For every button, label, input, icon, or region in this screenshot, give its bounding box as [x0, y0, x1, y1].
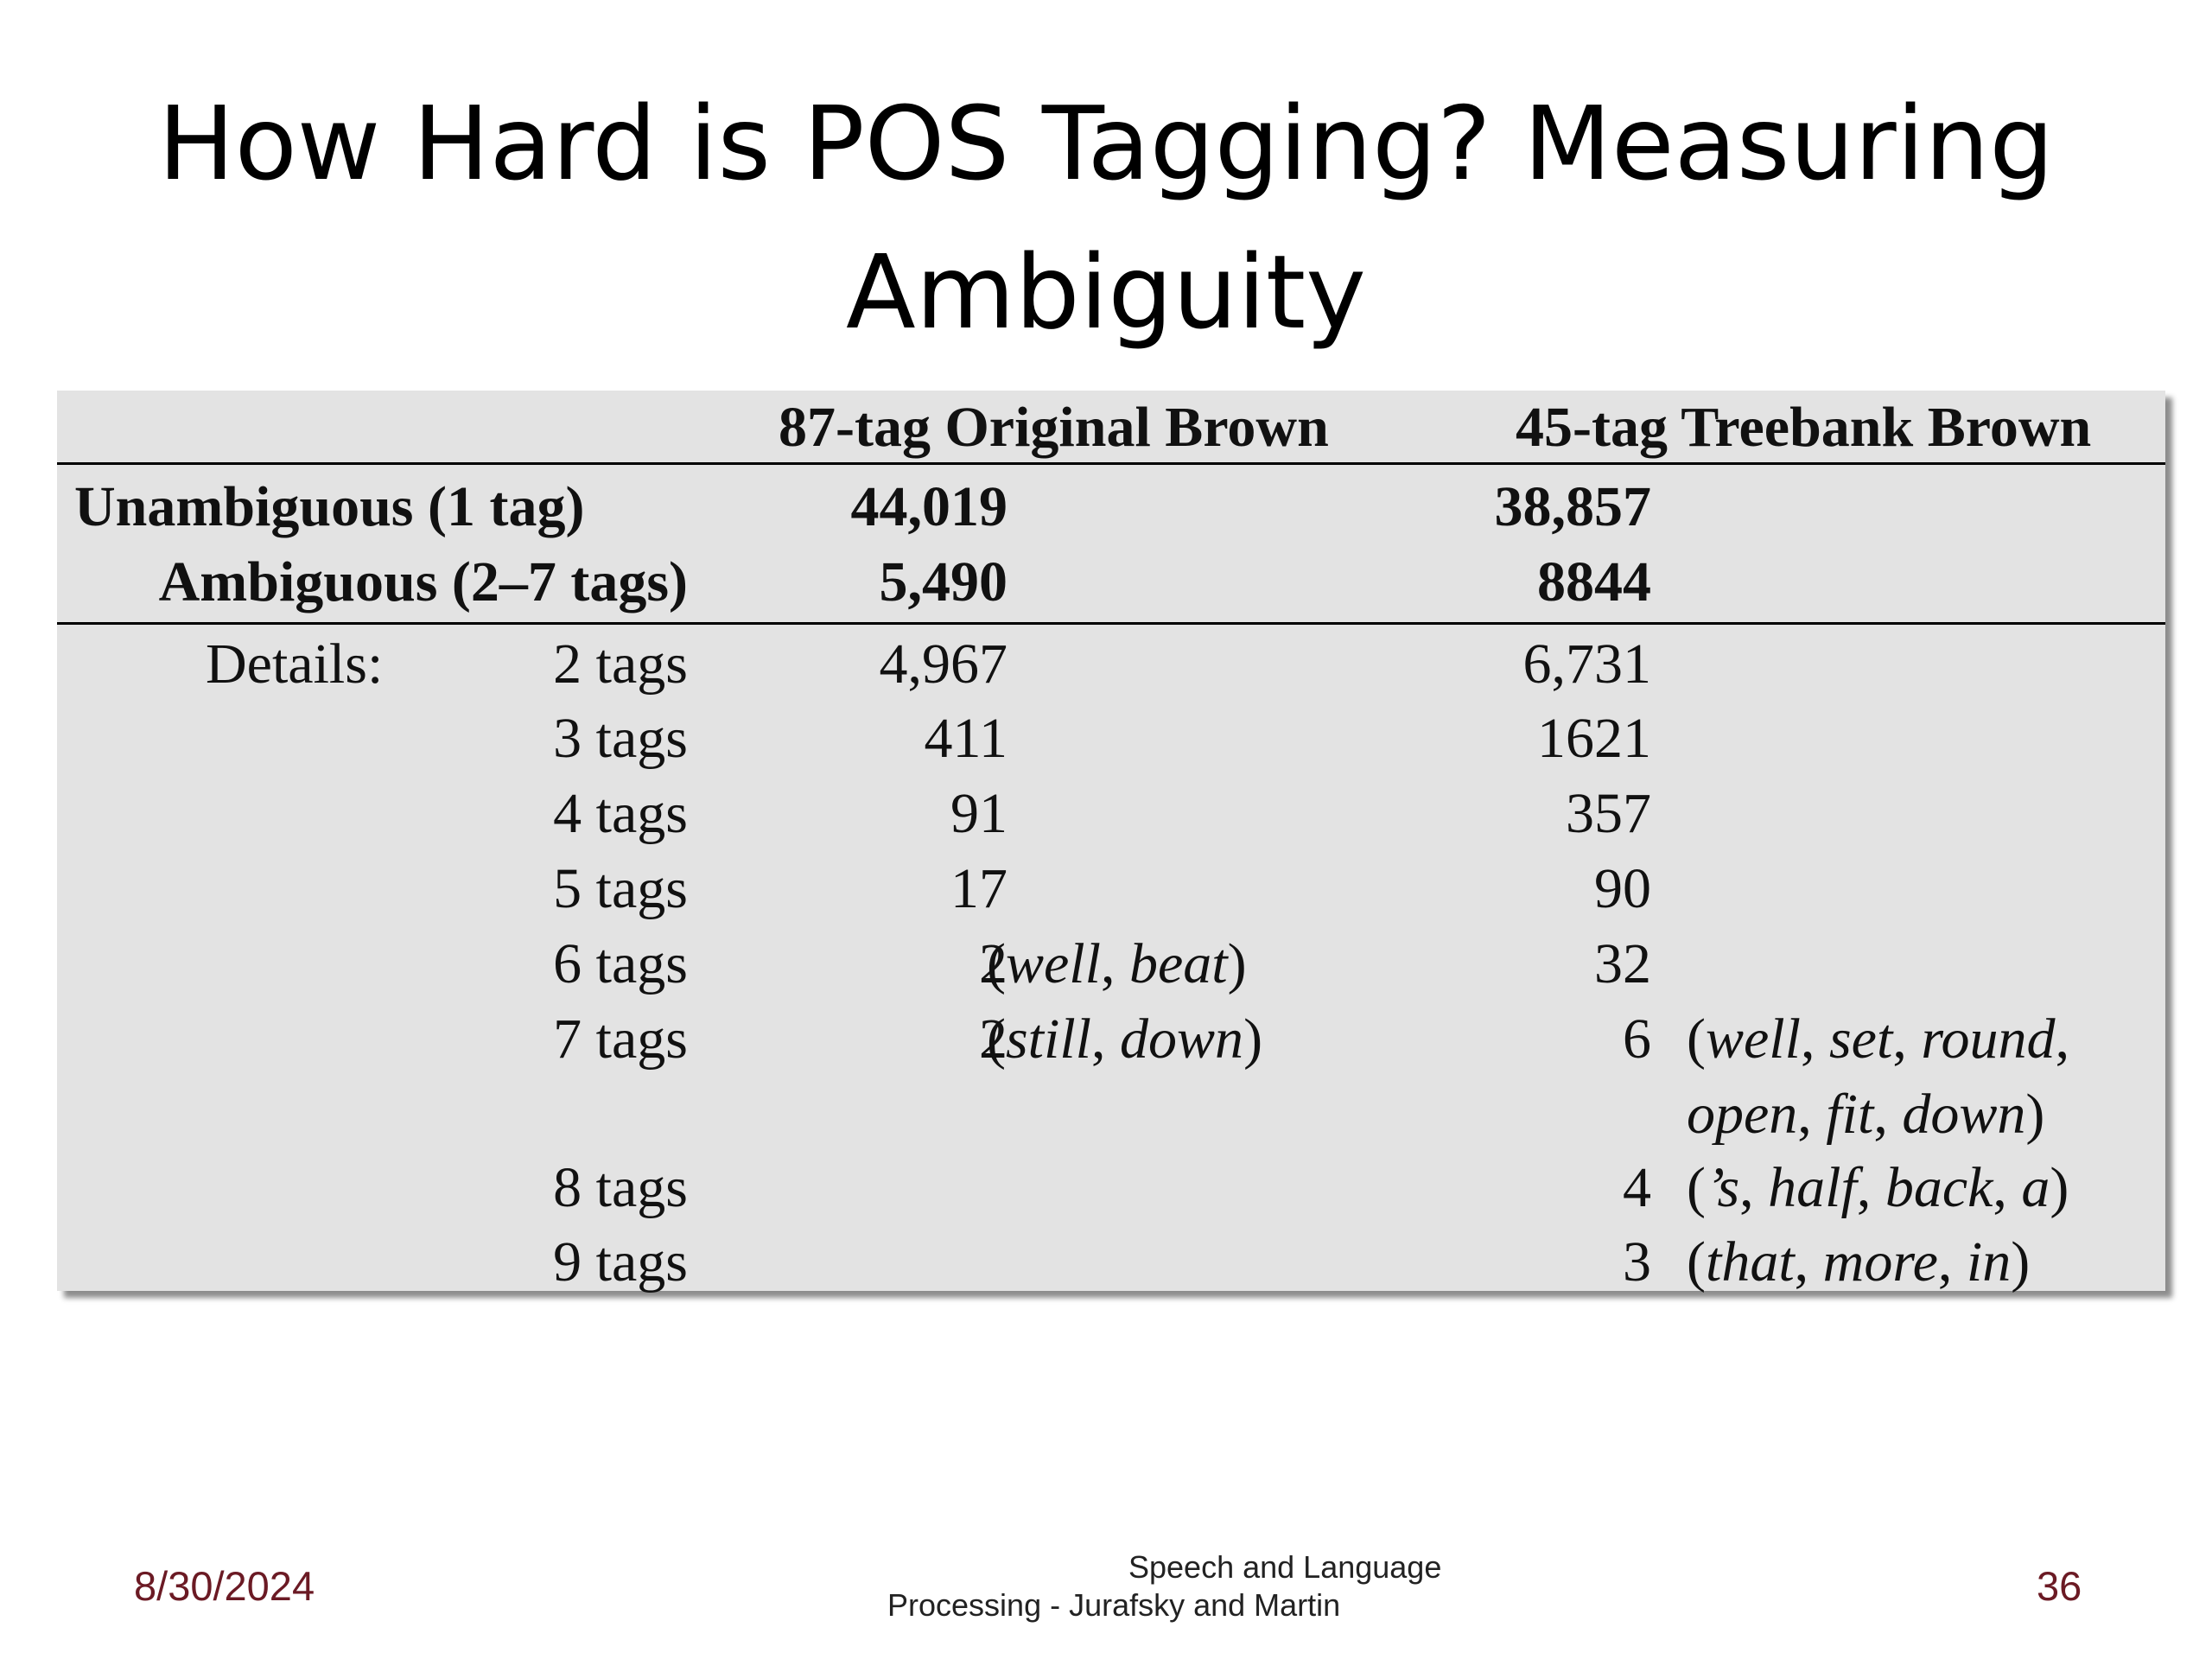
unambiguous-45-value: 38,857	[1494, 475, 1652, 538]
details-row-45-value: 357	[1566, 782, 1651, 845]
examples-text: (’s, half, back, a)	[1687, 1156, 2069, 1219]
details-row-45-value: 6	[1623, 1007, 1651, 1071]
examples-text: (still, down)	[987, 1007, 1263, 1071]
footer-page-number: 36	[2037, 1563, 2082, 1609]
details-row-tags: 4 tags	[553, 782, 688, 845]
details-row-87-value: 91	[950, 782, 1007, 845]
ambiguous-label: Ambiguous (2–7 tags)	[158, 550, 688, 613]
ambiguous-45-value: 8844	[1537, 550, 1651, 613]
details-row-tags: 2 tags	[553, 632, 688, 696]
ambiguous-87-value: 5,490	[879, 550, 1008, 613]
examples-text: (well, beat)	[987, 932, 1247, 995]
details-row-tags: 7 tags	[553, 1007, 688, 1071]
ambiguity-table: 87-tag Original Brown 45-tag Treebank Br…	[57, 391, 2165, 1294]
column-header-45-tag: 45-tag Treebank Brown	[1516, 396, 2092, 459]
details-row-87-value: 2	[979, 1007, 1007, 1071]
details-row-45-examples: (well, set, round,	[1687, 1002, 2069, 1077]
examples-text: (that, more, in)	[1687, 1230, 2031, 1294]
details-row-tags: 3 tags	[553, 707, 688, 770]
details-row-87-value: 17	[950, 857, 1007, 920]
details-row-45-value: 32	[1594, 932, 1651, 995]
header-divider	[57, 462, 2165, 465]
details-row-45-examples: (that, more, in)	[1687, 1225, 2030, 1300]
details-row-tags: 8 tags	[553, 1156, 688, 1219]
summary-divider	[57, 622, 2165, 625]
details-row-87-examples: (well, beat)	[987, 927, 1247, 1001]
details-row-87-value: 4,967	[879, 632, 1008, 696]
details-row-45-value: 3	[1623, 1230, 1651, 1294]
details-row-45-value: 1621	[1537, 707, 1651, 770]
details-row-45-examples-continued: open, fit, down)	[1687, 1077, 2044, 1152]
details-row-87-value: 411	[924, 707, 1007, 770]
examples-text: open, fit, down)	[1687, 1083, 2045, 1146]
details-row-tags: 9 tags	[553, 1230, 688, 1294]
column-header-87-tag: 87-tag Original Brown	[779, 396, 1329, 459]
details-row-45-value: 4	[1623, 1156, 1651, 1219]
slide-title: How Hard is POS Tagging? Measuring Ambig…	[157, 84, 2055, 352]
details-row-45-value: 6,731	[1522, 632, 1652, 696]
footer-source-line-2: Processing - Jurafsky and Martin	[887, 1587, 1341, 1623]
details-row-45-examples: (’s, half, back, a)	[1687, 1151, 2069, 1225]
details-row-87-examples: (still, down)	[987, 1002, 1262, 1077]
details-row-tags: 5 tags	[553, 857, 688, 920]
details-row-87-value: 2	[979, 932, 1007, 995]
footer-date: 8/30/2024	[134, 1563, 315, 1609]
details-row-tags: 6 tags	[553, 932, 688, 995]
details-label: Details:	[206, 632, 384, 696]
examples-text: (well, set, round,	[1687, 1007, 2070, 1071]
footer-source-line-1: Speech and Language	[1128, 1549, 1442, 1585]
unambiguous-label: Unambiguous (1 tag)	[74, 475, 585, 538]
unambiguous-87-value: 44,019	[850, 475, 1008, 538]
details-row-45-value: 90	[1594, 857, 1651, 920]
